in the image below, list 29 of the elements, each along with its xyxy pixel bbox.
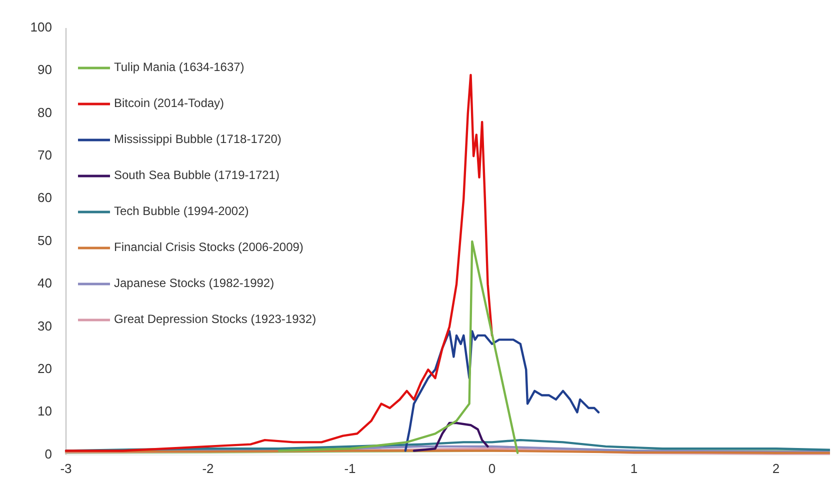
line-series — [412, 422, 489, 452]
y-tick-label: 90 — [38, 62, 52, 78]
legend-label: Tech Bubble (1994-2002) — [114, 204, 249, 218]
x-tick-label: 0 — [488, 461, 496, 476]
x-tick-label: -3 — [60, 461, 72, 476]
y-tick-label: 20 — [38, 361, 52, 376]
y-tick-label: 10 — [38, 404, 52, 419]
y-tick-label: 50 — [38, 232, 52, 248]
legend-label: Great Depression Stocks (1923-1932) — [114, 312, 316, 326]
line-series — [64, 74, 494, 452]
x-tick-label: -1 — [344, 461, 356, 476]
y-tick-label: 80 — [38, 104, 52, 120]
y-tick-label: 30 — [38, 318, 52, 334]
legend-label: Mississippi Bubble (1718-1720) — [114, 132, 282, 146]
legend-label: South Sea Bubble (1719-1721) — [114, 168, 280, 182]
line-series — [64, 438, 830, 452]
y-tick-label: 0 — [44, 446, 52, 462]
y-tick-label: 70 — [38, 148, 52, 163]
x-tick-label: -2 — [202, 461, 214, 476]
legend-label: Bitcoin (2014-Today) — [114, 96, 224, 110]
legend-label: Financial Crisis Stocks (2006-2009) — [114, 240, 304, 254]
x-tick-label: 2 — [772, 461, 780, 476]
y-tick-label: 100 — [30, 19, 52, 34]
legend-label: Tulip Mania (1634-1637) — [114, 60, 244, 74]
legend-label: Japanese Stocks (1982-1992) — [114, 276, 274, 290]
y-tick-label: 60 — [38, 190, 52, 206]
y-tick-label: 40 — [38, 276, 52, 291]
line-series — [404, 330, 600, 452]
x-tick-label: 1 — [630, 461, 638, 476]
